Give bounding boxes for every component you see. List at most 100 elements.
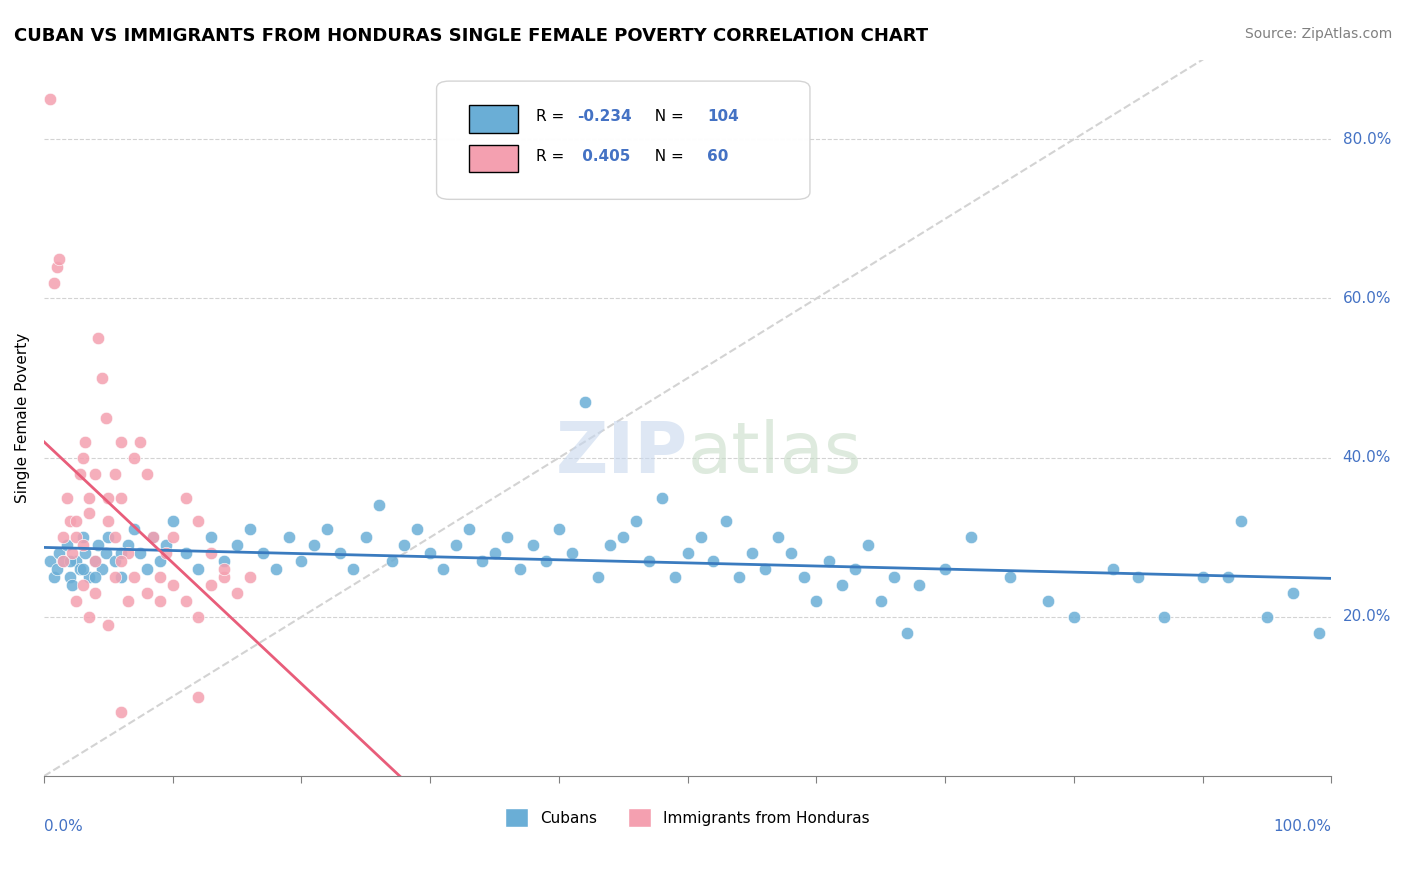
Text: ZIP: ZIP [555, 419, 688, 488]
Text: CUBAN VS IMMIGRANTS FROM HONDURAS SINGLE FEMALE POVERTY CORRELATION CHART: CUBAN VS IMMIGRANTS FROM HONDURAS SINGLE… [14, 27, 928, 45]
Point [39, 92, 62, 106]
Point [779, 546, 801, 560]
Point [65, 594, 87, 608]
Point [122, 450, 145, 465]
Point [44, 276, 66, 290]
Text: 0.405: 0.405 [576, 149, 630, 164]
Point [72, 530, 94, 544]
Text: 80.0%: 80.0% [1343, 132, 1391, 146]
Point [187, 515, 209, 529]
Point [72, 562, 94, 576]
Text: 40.0%: 40.0% [1343, 450, 1391, 466]
Point [60, 578, 83, 592]
Point [896, 625, 918, 640]
Point [934, 562, 956, 576]
Point [87, 331, 110, 345]
Point [187, 562, 209, 576]
Point [831, 578, 853, 592]
Point [45, 260, 67, 274]
Text: R =: R = [536, 110, 569, 124]
FancyBboxPatch shape [437, 81, 810, 199]
Point [316, 522, 339, 536]
Point [638, 554, 661, 568]
Point [122, 522, 145, 536]
Point [342, 562, 364, 576]
Point [117, 546, 139, 560]
Point [122, 570, 145, 584]
Point [104, 467, 127, 481]
Point [664, 570, 686, 584]
Point [110, 706, 132, 720]
Point [252, 546, 274, 560]
Point [792, 570, 814, 584]
Point [457, 522, 479, 536]
Point [110, 554, 132, 568]
Point [471, 554, 494, 568]
Point [226, 538, 249, 552]
Point [200, 546, 222, 560]
Point [72, 578, 94, 592]
Point [394, 538, 416, 552]
Point [806, 594, 828, 608]
Point [72, 450, 94, 465]
Point [97, 530, 120, 544]
Point [277, 530, 299, 544]
Point [1036, 594, 1059, 608]
Text: 60: 60 [707, 149, 728, 164]
Point [1230, 515, 1253, 529]
Text: Source: ZipAtlas.com: Source: ZipAtlas.com [1244, 27, 1392, 41]
Text: R =: R = [536, 149, 569, 164]
Point [716, 515, 738, 529]
Point [766, 530, 789, 544]
Point [754, 562, 776, 576]
Point [212, 562, 235, 576]
Point [110, 434, 132, 449]
Point [212, 554, 235, 568]
Point [239, 570, 262, 584]
Point [174, 546, 197, 560]
Point [77, 507, 100, 521]
Point [367, 499, 389, 513]
Point [960, 530, 983, 544]
Point [77, 491, 100, 505]
Point [117, 594, 139, 608]
Point [110, 546, 132, 560]
Point [676, 546, 699, 560]
FancyBboxPatch shape [468, 145, 517, 172]
Point [135, 562, 157, 576]
Point [728, 570, 751, 584]
Point [187, 610, 209, 624]
Point [39, 554, 62, 568]
Point [239, 522, 262, 536]
Text: 104: 104 [707, 110, 738, 124]
Point [149, 570, 172, 584]
Point [65, 515, 87, 529]
Point [354, 530, 377, 544]
Point [162, 578, 184, 592]
Point [84, 467, 107, 481]
Point [59, 570, 82, 584]
Point [135, 467, 157, 481]
Text: atlas: atlas [688, 419, 862, 488]
Point [45, 562, 67, 576]
Point [1218, 570, 1240, 584]
Point [651, 491, 673, 505]
Point [599, 538, 621, 552]
Point [94, 410, 117, 425]
Point [155, 546, 177, 560]
Point [1128, 570, 1150, 584]
Point [87, 538, 110, 552]
Point [104, 570, 127, 584]
Point [84, 554, 107, 568]
Point [104, 530, 127, 544]
Point [155, 538, 177, 552]
Point [212, 570, 235, 584]
Point [1281, 586, 1303, 600]
Point [52, 554, 75, 568]
Point [624, 515, 647, 529]
Point [75, 434, 97, 449]
Point [998, 570, 1021, 584]
Point [908, 578, 931, 592]
Point [883, 570, 905, 584]
Point [84, 586, 107, 600]
